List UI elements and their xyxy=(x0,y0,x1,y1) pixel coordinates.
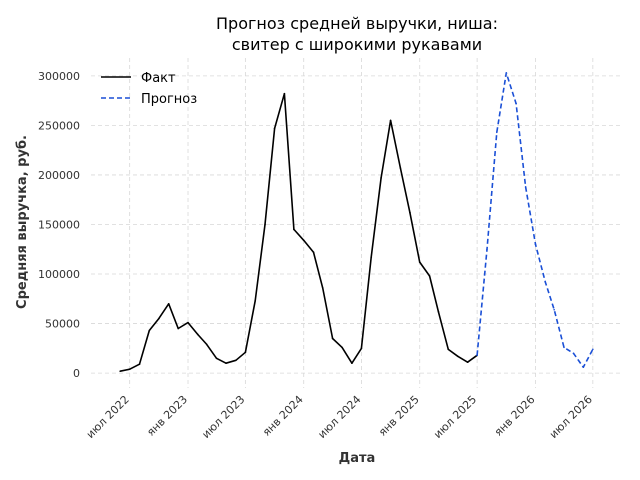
actual-data-point xyxy=(418,261,421,263)
actual-data-point xyxy=(380,177,382,179)
forecast-data-point xyxy=(505,72,508,74)
actual-data-point xyxy=(321,287,324,289)
y-tick-label: 0 xyxy=(73,367,80,380)
actual-data-point xyxy=(244,351,247,354)
x-axis-ticks: июл 2022 янв 2023 июл 2023 янв 2024 июл 2024… xyxy=(84,393,595,441)
actual-data-point xyxy=(447,348,450,351)
y-tick-label: 150000 xyxy=(38,218,80,231)
forecast-data-point xyxy=(524,186,527,188)
x-tick-label: янв 2026 xyxy=(492,393,538,439)
x-tick-label: июл 2022 xyxy=(84,393,132,441)
chart-title-line-2: свитер с широкими рукавами xyxy=(232,35,482,54)
actual-data-point xyxy=(273,127,276,130)
x-tick-label: июл 2025 xyxy=(431,393,479,441)
forecast-data-point xyxy=(534,243,537,246)
actual-data-point xyxy=(341,346,343,349)
actual-data-point xyxy=(205,343,208,346)
actual-data-point xyxy=(456,355,459,358)
x-tick-label: июл 2024 xyxy=(315,393,363,441)
actual-data-point xyxy=(466,361,469,364)
chart-title: Прогноз средней выручки, ниша: свитер с … xyxy=(216,14,498,54)
legend-label-fact: Факт xyxy=(141,71,176,86)
x-tick-label: июл 2023 xyxy=(199,393,247,441)
forecast-data-point xyxy=(486,248,488,251)
actual-data-point xyxy=(177,327,179,330)
actual-data-point xyxy=(331,337,334,340)
y-tick-label: 250000 xyxy=(38,119,80,132)
forecast-series-line xyxy=(476,72,594,369)
actual-data-point xyxy=(254,299,257,302)
forecast-data-point xyxy=(495,131,498,134)
chart-title-line-1: Прогноз средней выручки, ниша: xyxy=(216,14,498,33)
actual-data-point xyxy=(437,310,440,313)
actual-data-point xyxy=(283,92,286,95)
x-tick-label: янв 2025 xyxy=(376,393,422,439)
actual-data-point xyxy=(128,368,131,370)
y-axis-label: Средняя выручка, руб. xyxy=(15,135,30,309)
forecast-data-point xyxy=(572,352,575,355)
forecast-data-point xyxy=(544,281,547,283)
legend: Факт Прогноз xyxy=(101,71,197,107)
actual-data-point xyxy=(167,302,170,305)
actual-data-point xyxy=(302,239,305,242)
x-axis-label: Дата xyxy=(339,451,376,466)
actual-data-point xyxy=(215,357,218,360)
y-axis-ticks: 0 50000 100000 150000 200000 250000 300000 xyxy=(38,70,80,380)
forecast-data-point xyxy=(592,348,594,351)
actual-data-point xyxy=(264,223,266,226)
actual-data-point xyxy=(312,251,315,254)
forecast-data-point xyxy=(563,346,565,349)
actual-data-point xyxy=(370,256,373,258)
actual-data-point xyxy=(360,347,363,350)
x-tick-label: июл 2026 xyxy=(547,393,595,441)
actual-series-line xyxy=(120,92,478,372)
legend-label-forecast: Прогноз xyxy=(141,92,197,107)
forecast-data-point xyxy=(476,354,478,357)
forecast-data-point xyxy=(515,102,517,105)
actual-data-point xyxy=(187,321,189,324)
actual-data-point xyxy=(351,362,353,365)
forecast-data-point xyxy=(582,366,585,368)
actual-data-point xyxy=(399,167,402,169)
actual-data-point xyxy=(293,228,295,231)
grid xyxy=(91,58,622,388)
actual-data-point xyxy=(158,317,160,320)
actual-data-point xyxy=(428,275,431,277)
forecast-data-point xyxy=(553,308,555,311)
x-tick-label: янв 2024 xyxy=(260,393,306,439)
y-tick-label: 100000 xyxy=(38,268,80,281)
actual-data-point xyxy=(138,363,141,366)
y-tick-label: 200000 xyxy=(38,169,80,182)
actual-data-point xyxy=(148,329,151,332)
actual-data-point xyxy=(235,359,237,362)
actual-data-point xyxy=(119,370,121,372)
actual-data-point xyxy=(197,333,199,336)
y-tick-label: 300000 xyxy=(38,70,80,83)
actual-data-point xyxy=(409,211,411,214)
actual-data-point xyxy=(225,362,227,365)
series-lines xyxy=(119,72,594,372)
y-tick-label: 50000 xyxy=(45,318,80,331)
x-tick-label: янв 2023 xyxy=(144,393,190,439)
actual-data-point xyxy=(389,119,392,122)
